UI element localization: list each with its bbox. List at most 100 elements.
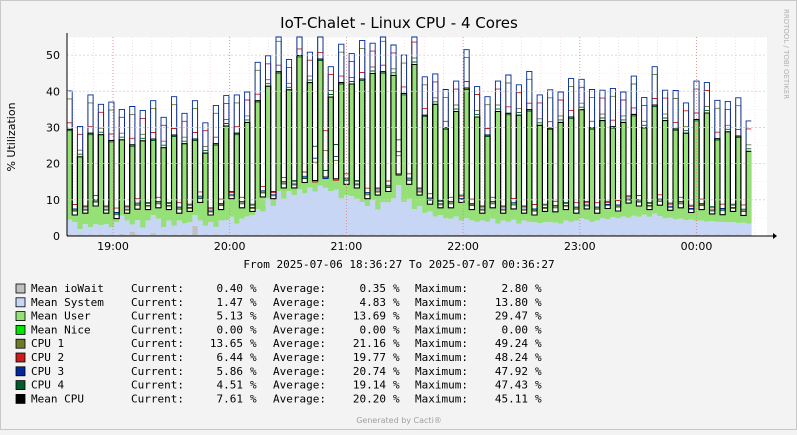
user-area-bar [239,207,245,219]
user-area-bar [265,86,272,199]
system-area-bar [317,185,324,235]
system-area-bar [354,198,360,235]
system-area-bar [228,216,235,235]
legend-average-label: Average: [273,365,326,378]
system-area-bar [521,220,528,235]
legend-average-value: 0.00 [360,323,387,336]
user-area-bar [108,140,115,228]
iowait-area-bar [511,234,517,236]
user-area-bar [223,126,230,221]
user-area-bar [192,139,198,216]
user-area-bar [578,109,585,219]
system-area-bar [406,198,413,235]
iowait-area-bar [746,234,752,236]
system-area-bar [578,218,585,235]
user-area-bar [432,104,439,217]
iowait-area-bar [615,234,622,236]
iowait-area-bar [155,234,162,236]
legend-current-label: Current: [131,351,184,364]
user-area-bar [443,127,449,219]
system-area-bar [296,189,303,235]
legend-swatch [15,366,26,377]
iowait-area-bar [594,234,601,236]
legend-current-value: 0.40 [217,282,244,295]
user-area-bar [155,207,162,219]
system-area-bar [547,222,554,235]
user-area-bar [735,136,742,223]
system-area-bar [364,205,371,235]
user-area-bar [77,156,83,230]
user-area-bar [349,84,355,197]
user-area-bar [82,213,89,225]
iowait-area-bar [333,234,339,236]
iowait-area-bar [202,234,209,236]
system-area-bar [531,222,538,235]
user-area-bar [437,207,444,216]
system-area-bar [652,213,658,235]
system-area-bar [108,227,115,235]
user-area-bar [537,125,543,223]
system-area-bar [171,225,178,235]
system-area-bar [709,221,716,235]
iowait-area-bar [385,234,392,236]
legend-current-value: 0.00 [217,323,244,336]
legend-maximum-label: Maximum: [415,337,468,350]
user-area-bar [594,213,601,221]
system-area-bar [511,219,517,235]
system-area-bar [526,221,533,235]
user-area-bar [317,59,324,186]
system-area-bar [589,221,595,235]
legend-unit: % [250,351,257,364]
system-area-bar [704,221,710,235]
legend-unit: % [250,323,257,336]
user-area-bar [709,213,716,222]
user-area-bar [87,133,94,228]
legend-current-label: Current: [131,392,184,405]
system-area-bar [631,215,637,235]
user-area-bar [521,213,528,221]
system-area-bar [662,218,669,235]
user-area-bar [740,215,747,223]
user-area-bar [249,211,256,216]
iowait-area-bar [390,234,397,236]
chart-title: IoT-Chalet - Linux CPU - 4 Cores [280,14,518,32]
user-area-bar [568,116,575,222]
iowait-area-bar [568,234,575,236]
iowait-area-bar [500,234,507,236]
user-area-bar [234,133,240,224]
system-area-bar [599,218,606,235]
system-area-bar [495,223,501,235]
iowait-area-bar [714,234,721,236]
legend-swatch [15,324,26,335]
iowait-area-bar [338,234,345,236]
user-area-bar [171,135,178,226]
iowait-area-bar [547,234,554,236]
user-area-bar [725,131,731,223]
user-area-bar [683,133,689,221]
system-area-bar [432,216,439,235]
legend-maximum-value: 48.24 [495,351,528,364]
user-area-bar [474,116,480,222]
legend-maximum-label: Maximum: [415,379,468,392]
user-area-bar [291,187,298,196]
legend-unit: % [250,282,257,295]
legend-swatch [15,352,26,363]
system-area-bar [458,220,465,235]
legend-average-value: 4.83 [360,296,387,309]
user-area-bar [255,100,261,210]
system-area-bar [422,212,428,235]
iowait-area-bar [490,234,496,236]
legend-unit: % [393,323,400,336]
legend-average-label: Average: [273,296,326,309]
system-area-bar [244,216,251,235]
system-area-bar [490,218,496,235]
legend-average-label: Average: [273,323,326,336]
user-area-bar [124,213,130,221]
user-area-bar [208,215,214,223]
legend-series-name: Mean CPU [31,392,84,405]
user-area-bar [161,147,167,228]
legend-maximum-label: Maximum: [415,323,468,336]
iowait-area-bar [291,234,298,236]
user-area-bar [719,214,726,222]
